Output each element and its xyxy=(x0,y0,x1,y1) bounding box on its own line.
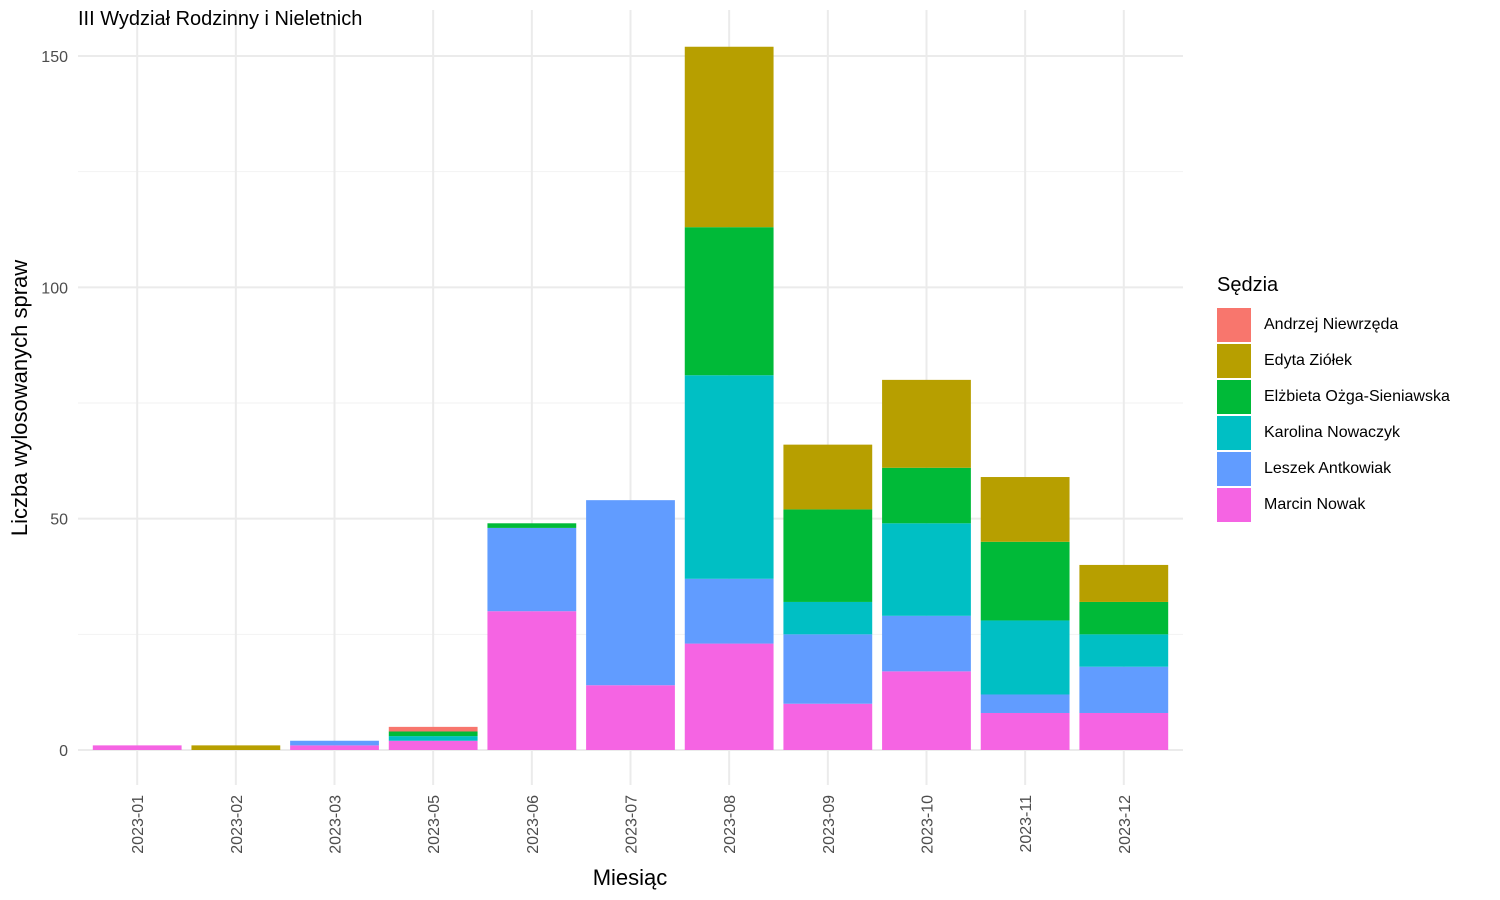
x-tick-label: 2023-06 xyxy=(525,795,542,854)
bar-segment-2023-06-leszek-antkowiak xyxy=(487,527,577,612)
bar-segment-2023-03-marcin-nowak xyxy=(290,745,379,750)
legend-swatch xyxy=(1217,488,1251,522)
bar-segment-2023-09-marcin-nowak xyxy=(783,703,873,750)
bar-segment-2023-11-elżbieta-ożga-sieniawska xyxy=(980,541,1070,621)
bar-segment-2023-09-edyta-ziółek xyxy=(783,444,873,510)
y-tick-label: 100 xyxy=(41,280,68,297)
legend-item: Edyta Ziółek xyxy=(1217,343,1450,379)
y-tick-labels: 0 50 100 150 xyxy=(41,49,68,760)
bar-segment-2023-10-marcin-nowak xyxy=(882,671,971,750)
bar-segment-2023-10-elżbieta-ożga-sieniawska xyxy=(882,467,971,524)
bar-segment-2023-12-leszek-antkowiak xyxy=(1079,666,1169,713)
bar-segment-2023-05-karolina-nowaczyk xyxy=(388,736,478,741)
bar-segment-2023-08-leszek-antkowiak xyxy=(684,578,774,644)
bar-segment-2023-05-marcin-nowak xyxy=(388,740,478,750)
legend-label: Leszek Antkowiak xyxy=(1264,460,1392,477)
bar-segment-2023-10-leszek-antkowiak xyxy=(882,615,971,672)
legend-item: Andrzej Niewrzęda xyxy=(1217,307,1450,343)
bar-segment-2023-12-elżbieta-ożga-sieniawska xyxy=(1079,601,1169,635)
bar-segment-2023-09-karolina-nowaczyk xyxy=(783,601,873,635)
legend-item: Elżbieta Ożga-Sieniawska xyxy=(1217,379,1450,415)
y-tick-label: 150 xyxy=(41,49,68,66)
y-axis-label: Liczba wylosowanych spraw xyxy=(7,259,32,537)
legend-item: Karolina Nowaczyk xyxy=(1217,415,1450,451)
legend-items: Andrzej Niewrzęda Edyta Ziółek Elżbieta Oż… xyxy=(1217,307,1450,523)
legend-swatch xyxy=(1217,452,1251,486)
bar-segment-2023-06-marcin-nowak xyxy=(487,611,577,750)
x-tick-label: 2023-12 xyxy=(1117,795,1134,854)
bar-segment-2023-08-elżbieta-ożga-sieniawska xyxy=(684,227,774,376)
bar-segment-2023-07-marcin-nowak xyxy=(586,685,675,750)
legend-swatch xyxy=(1217,308,1251,342)
x-tick-label: 2023-03 xyxy=(328,795,345,854)
bar-segment-2023-06-elżbieta-ożga-sieniawska xyxy=(487,523,577,528)
legend-swatch xyxy=(1217,380,1251,414)
x-tick-labels: 2023-01 2023-02 2023-03 2023-05 2023-06 2023-… xyxy=(130,795,1134,854)
bar-segment-2023-11-leszek-antkowiak xyxy=(980,694,1070,713)
bars xyxy=(92,46,1169,750)
x-tick-label: 2023-10 xyxy=(919,795,936,854)
x-tick-label: 2023-01 xyxy=(130,795,147,854)
bar-segment-2023-11-edyta-ziółek xyxy=(980,477,1070,542)
legend-label: Karolina Nowaczyk xyxy=(1264,424,1401,441)
bar-segment-2023-02-edyta-ziółek xyxy=(191,745,281,750)
bar-segment-2023-08-edyta-ziółek xyxy=(684,46,774,228)
legend-label: Edyta Ziółek xyxy=(1264,352,1353,369)
x-tick-label: 2023-11 xyxy=(1018,795,1035,853)
legend: Sędzia Andrzej Niewrzęda Edyta Ziółek Elżb… xyxy=(1217,274,1450,523)
bar-segment-2023-12-edyta-ziółek xyxy=(1079,564,1169,602)
bar-segment-2023-01-marcin-nowak xyxy=(92,745,182,750)
legend-item: Marcin Nowak xyxy=(1217,487,1450,523)
bar-segment-2023-11-karolina-nowaczyk xyxy=(980,620,1070,695)
legend-label: Andrzej Niewrzęda xyxy=(1264,316,1399,333)
x-tick-label: 2023-07 xyxy=(624,795,641,854)
bar-segment-2023-12-marcin-nowak xyxy=(1079,712,1169,750)
x-tick-label: 2023-05 xyxy=(426,795,443,854)
y-tick-label: 0 xyxy=(59,743,68,760)
legend-label: Marcin Nowak xyxy=(1264,496,1366,513)
legend-label: Elżbieta Ożga-Sieniawska xyxy=(1264,388,1450,405)
chart-title: III Wydział Rodzinny i Nieletnich xyxy=(78,8,363,30)
x-axis-label: Miesiąc xyxy=(592,865,668,890)
legend-swatch xyxy=(1217,344,1251,378)
y-tick-label: 50 xyxy=(50,512,68,529)
bar-segment-2023-11-marcin-nowak xyxy=(980,712,1070,750)
x-tick-label: 2023-09 xyxy=(821,795,838,854)
bar-segment-2023-10-karolina-nowaczyk xyxy=(882,523,971,616)
bar-segment-2023-08-karolina-nowaczyk xyxy=(684,375,774,579)
bar-segment-2023-12-karolina-nowaczyk xyxy=(1079,634,1169,667)
bar-segment-2023-09-elżbieta-ożga-sieniawska xyxy=(783,509,873,602)
legend-title: Sędzia xyxy=(1217,274,1279,296)
legend-swatch xyxy=(1217,416,1251,450)
legend-item: Leszek Antkowiak xyxy=(1217,451,1450,487)
x-tick-label: 2023-08 xyxy=(722,795,739,854)
bar-segment-2023-03-leszek-antkowiak xyxy=(290,740,379,746)
bar-segment-2023-05-elżbieta-ożga-sieniawska xyxy=(388,731,478,737)
bar-segment-2023-07-leszek-antkowiak xyxy=(586,500,675,686)
bar-segment-2023-10-edyta-ziółek xyxy=(882,379,971,468)
bar-segment-2023-05-andrzej-niewrzęda xyxy=(388,726,478,732)
x-tick-label: 2023-02 xyxy=(229,795,246,854)
bar-segment-2023-08-marcin-nowak xyxy=(684,643,774,750)
bar-segment-2023-09-leszek-antkowiak xyxy=(783,634,873,704)
